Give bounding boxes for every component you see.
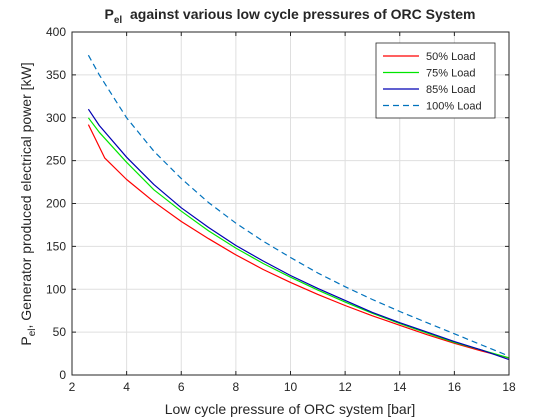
x-tick-label: 6 <box>178 380 185 394</box>
x-tick-label: 16 <box>448 380 462 394</box>
y-tick-label: 400 <box>46 25 66 39</box>
legend-label-0: 50% Load <box>426 51 476 63</box>
legend: 50% Load 75% Load 85% Load 100% Load <box>375 42 496 119</box>
y-tick-label: 50 <box>53 325 67 339</box>
x-tick-label: 14 <box>393 380 407 394</box>
title-rest: against various low cycle pressures of O… <box>122 6 475 22</box>
y-tick-label: 200 <box>46 197 66 211</box>
legend-label-2: 85% Load <box>426 84 476 96</box>
y-tick-label: 350 <box>46 68 66 82</box>
ylabel-rest: , Generator produced electrical power [k… <box>18 62 34 328</box>
x-tick-label: 18 <box>502 380 516 394</box>
y-tick-label: 0 <box>59 368 66 382</box>
ylabel-main: P <box>18 336 34 345</box>
legend-label-1: 75% Load <box>426 68 476 80</box>
series-line-1 <box>87 117 510 359</box>
y-tick-label: 150 <box>46 239 66 253</box>
legend-label-3: 100% Load <box>426 101 482 113</box>
y-tick-label: 100 <box>46 282 66 296</box>
y-tick-label: 250 <box>46 154 66 168</box>
series-line-3 <box>87 54 510 357</box>
x-tick-label: 10 <box>284 380 298 394</box>
title-main: P <box>105 6 114 22</box>
y-tick-label: 300 <box>46 111 66 125</box>
x-tick-label: 12 <box>338 380 352 394</box>
series-line-2 <box>87 108 510 361</box>
chart-title: Pel against various low cycle pressures … <box>105 6 476 26</box>
title-sub: el <box>114 15 123 26</box>
x-tick-label: 2 <box>69 380 76 394</box>
ylabel-sub: el <box>27 328 38 336</box>
x-axis-label: Low cycle pressure of ORC system [bar] <box>165 401 416 417</box>
series-lines <box>87 54 510 361</box>
x-tick-label: 8 <box>233 380 240 394</box>
axis-ticks: 2 4 6 8 10 12 14 16 18 0 50 100 150 200 250 300 350 400 <box>46 25 516 394</box>
y-axis-label: Pel, Generator produced electrical power… <box>18 62 38 345</box>
x-tick-label: 4 <box>123 380 130 394</box>
series-line-0 <box>87 124 510 359</box>
